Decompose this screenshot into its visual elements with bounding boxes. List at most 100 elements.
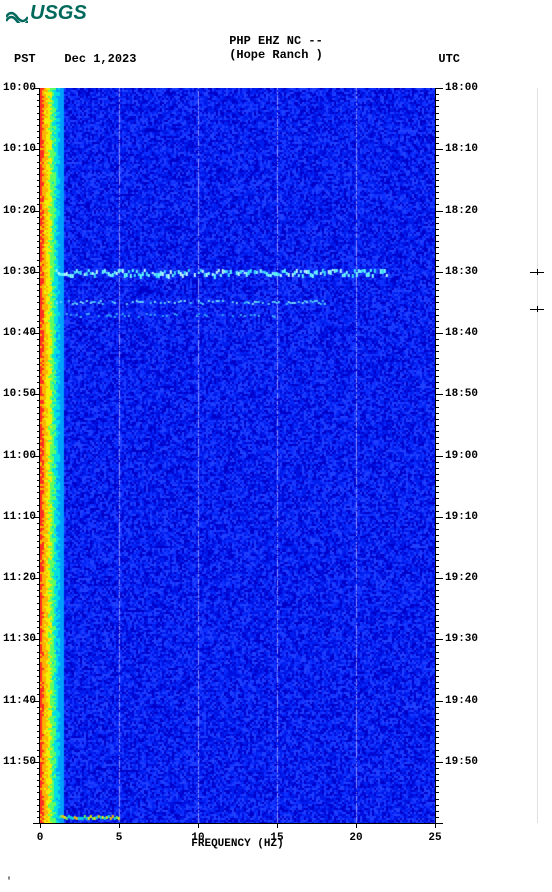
ytick-minor-left bbox=[37, 529, 40, 530]
ytick-minor-right bbox=[436, 321, 439, 322]
ytick-minor-right bbox=[436, 284, 439, 285]
ytick-minor-right bbox=[436, 743, 439, 744]
xtick-mark bbox=[40, 823, 41, 828]
ytick-minor-right bbox=[436, 774, 439, 775]
ytick-left: 10:10 bbox=[3, 143, 36, 155]
ytick-left: 10:40 bbox=[3, 327, 36, 339]
ytick-minor-right bbox=[436, 278, 439, 279]
ytick-minor-left bbox=[37, 609, 40, 610]
ytick-minor-left bbox=[37, 192, 40, 193]
ytick-right: 18:40 bbox=[445, 327, 478, 339]
ytick-minor-right bbox=[436, 143, 439, 144]
ytick-minor-left bbox=[33, 211, 40, 212]
ytick-minor-right bbox=[436, 554, 439, 555]
ytick-minor-right bbox=[436, 100, 439, 101]
ytick-left: 11:20 bbox=[3, 572, 36, 584]
ytick-minor-right bbox=[436, 811, 439, 812]
ytick-minor-left bbox=[37, 486, 40, 487]
ytick-right: 19:40 bbox=[445, 695, 478, 707]
ytick-minor-left bbox=[37, 682, 40, 683]
ytick-minor-left bbox=[33, 272, 40, 273]
ytick-minor-left bbox=[37, 554, 40, 555]
wave-icon bbox=[6, 6, 28, 22]
ytick-minor-right bbox=[436, 737, 439, 738]
tz-left-label: PST Dec 1,2023 bbox=[14, 52, 136, 66]
ytick-minor-right bbox=[436, 750, 439, 751]
ytick-minor-right bbox=[436, 296, 439, 297]
ytick-minor-left bbox=[37, 290, 40, 291]
ytick-minor-left bbox=[37, 792, 40, 793]
ytick-minor-left bbox=[37, 260, 40, 261]
ytick-right: 18:10 bbox=[445, 143, 478, 155]
ytick-minor-right bbox=[436, 682, 439, 683]
ytick-minor-right bbox=[436, 609, 439, 610]
ytick-minor-right bbox=[436, 566, 439, 567]
ytick-minor-left bbox=[37, 566, 40, 567]
ytick-minor-right bbox=[436, 541, 439, 542]
ytick-minor-right bbox=[436, 799, 439, 800]
ytick-minor-left bbox=[37, 621, 40, 622]
ytick-minor-left bbox=[37, 180, 40, 181]
ytick-minor-left bbox=[33, 456, 40, 457]
ytick-minor-right bbox=[436, 211, 443, 212]
ytick-minor-right bbox=[436, 327, 439, 328]
xtick-mark bbox=[277, 823, 278, 828]
ytick-minor-left bbox=[37, 407, 40, 408]
ytick-minor-left bbox=[37, 737, 40, 738]
ytick-minor-left bbox=[37, 541, 40, 542]
ytick-minor-left bbox=[33, 88, 40, 89]
ytick-minor-left bbox=[37, 547, 40, 548]
ytick-minor-left bbox=[37, 351, 40, 352]
ytick-minor-left bbox=[37, 186, 40, 187]
ytick-minor-right bbox=[436, 615, 439, 616]
ytick-minor-left bbox=[37, 511, 40, 512]
ytick-minor-right bbox=[436, 480, 439, 481]
ytick-minor-right bbox=[436, 309, 439, 310]
ytick-minor-left bbox=[37, 229, 40, 230]
ytick-minor-left bbox=[37, 413, 40, 414]
ytick-minor-right bbox=[436, 155, 439, 156]
ytick-minor-left bbox=[37, 805, 40, 806]
ytick-minor-right bbox=[436, 302, 439, 303]
ytick-minor-right bbox=[436, 425, 439, 426]
ytick-right: 19:00 bbox=[445, 450, 478, 462]
ytick-minor-left bbox=[37, 321, 40, 322]
ytick-minor-right bbox=[436, 768, 439, 769]
ytick-minor-right bbox=[436, 596, 439, 597]
ytick-minor-left bbox=[37, 382, 40, 383]
ytick-minor-left bbox=[37, 327, 40, 328]
ytick-left: 10:20 bbox=[3, 205, 36, 217]
ytick-minor-left bbox=[37, 155, 40, 156]
ytick-minor-right bbox=[436, 113, 439, 114]
ytick-minor-left bbox=[37, 505, 40, 506]
ytick-minor-right bbox=[436, 253, 439, 254]
ytick-minor-right bbox=[436, 106, 439, 107]
ytick-minor-right bbox=[436, 131, 439, 132]
ytick-minor-left bbox=[33, 639, 40, 640]
ytick-minor-right bbox=[436, 413, 439, 414]
ytick-minor-left bbox=[37, 437, 40, 438]
ytick-minor-left bbox=[37, 670, 40, 671]
ytick-minor-right bbox=[436, 345, 439, 346]
ytick-minor-right bbox=[436, 266, 439, 267]
spectrogram-plot bbox=[40, 88, 435, 823]
ytick-minor-right bbox=[436, 186, 439, 187]
ytick-minor-left bbox=[37, 94, 40, 95]
xtick-mark bbox=[435, 823, 436, 828]
ytick-minor-left bbox=[37, 780, 40, 781]
ytick-minor-left bbox=[37, 707, 40, 708]
ytick-minor-right bbox=[436, 333, 443, 334]
ytick-minor-right bbox=[436, 517, 443, 518]
ytick-minor-left bbox=[37, 633, 40, 634]
ytick-minor-right bbox=[436, 535, 439, 536]
ytick-minor-right bbox=[436, 449, 439, 450]
ytick-minor-left bbox=[37, 125, 40, 126]
ytick-minor-right bbox=[436, 407, 439, 408]
logo-text: USGS bbox=[30, 2, 87, 25]
ytick-left: 11:40 bbox=[3, 695, 36, 707]
ytick-minor-left bbox=[37, 217, 40, 218]
ytick-minor-left bbox=[37, 474, 40, 475]
ytick-minor-right bbox=[436, 419, 439, 420]
ytick-minor-left bbox=[37, 627, 40, 628]
footer-mark: ' bbox=[6, 877, 12, 888]
